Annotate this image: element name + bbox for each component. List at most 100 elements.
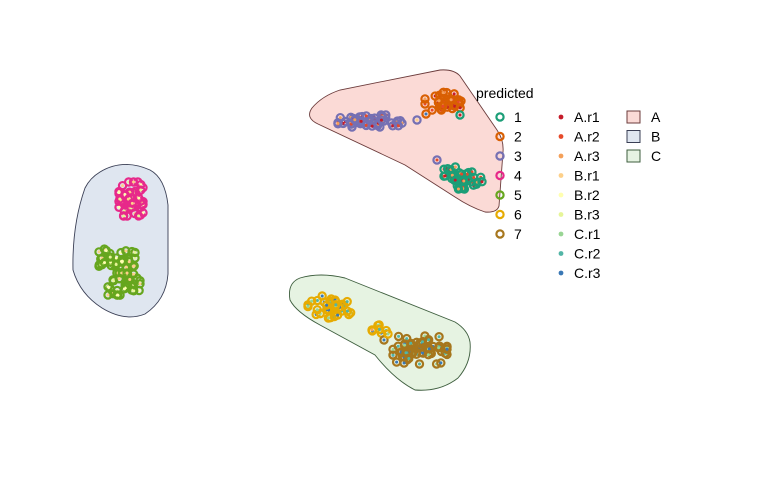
- point-cluster-2: [449, 89, 459, 99]
- point-replicate-A.r1: [452, 92, 456, 96]
- point-cluster-2: [420, 94, 430, 104]
- point-replicate-A.r2: [441, 104, 445, 108]
- point-cluster-7: [404, 353, 414, 364]
- point-replicate-A.r3: [453, 165, 457, 169]
- point-replicate-A.r3: [437, 99, 441, 103]
- point-replicate-B.r3: [139, 188, 143, 192]
- point-replicate: [386, 332, 390, 336]
- point-cluster-7: [424, 344, 435, 354]
- legend-key-cluster-3: [495, 151, 505, 161]
- point-replicate-A.r2: [364, 114, 368, 118]
- point-replicate-B.r2: [103, 261, 107, 265]
- point-replicate-B.r1: [132, 264, 136, 268]
- point-replicate-B.r1: [130, 201, 134, 205]
- point-cluster-1: [469, 172, 479, 183]
- point-replicate-C.r3: [402, 361, 406, 365]
- point-replicate: [424, 112, 428, 116]
- point-replicate-C.r2: [334, 303, 338, 307]
- point-cluster-1: [455, 110, 465, 120]
- point-replicate-C.r3: [325, 303, 329, 307]
- point-replicate-C.r3: [395, 360, 399, 364]
- point-cluster-5: [105, 252, 115, 262]
- point-replicate-B.r2: [116, 293, 120, 297]
- point-cluster-2: [449, 101, 460, 111]
- legend-replicates: A.r1 A.r2 A.r3 B.r1 B.r2 B.r3 C.r1 C.r2 C.r3: [558, 109, 601, 281]
- point-replicate-A.r3: [353, 118, 357, 122]
- legend-label-cluster-6: 6: [514, 207, 522, 223]
- point-replicate-B.r3: [118, 197, 122, 201]
- legend-key-cluster-4: [495, 170, 505, 181]
- point-cluster-3: [376, 110, 386, 120]
- legend-key-replicate-C.r2: [558, 251, 564, 256]
- point-replicate-A.r2: [472, 175, 476, 179]
- point-cluster-1: [453, 184, 464, 194]
- point-replicate-B.r2: [139, 183, 143, 187]
- point-replicate-C.r2: [417, 362, 421, 366]
- point-replicate-B.r1: [128, 278, 132, 282]
- legend-label-group-B: B: [651, 129, 660, 145]
- point-cluster-2: [420, 99, 430, 109]
- legend-label-cluster-4: 4: [514, 168, 522, 184]
- point-replicate-B.r3: [112, 279, 116, 283]
- point-cluster-5: [103, 290, 113, 300]
- point-cluster-5: [116, 247, 126, 258]
- point-cluster-6: [321, 300, 332, 310]
- legend-key-cluster-6: [495, 209, 505, 220]
- point-cluster-7: [393, 331, 404, 342]
- point-replicate-A.r2: [396, 124, 400, 128]
- legend-label-replicate-C.r2: C.r2: [574, 246, 601, 262]
- point-replicate-B.r3: [137, 214, 141, 218]
- point-replicate: [382, 338, 386, 342]
- legend-key-replicate-A.r2: [558, 134, 564, 139]
- point-replicate-A.r3: [449, 98, 453, 102]
- point-replicate-A.r1: [453, 104, 457, 108]
- point-cluster-6: [342, 306, 353, 316]
- point-replicate-C.r2: [409, 341, 413, 345]
- point-cluster-3: [393, 121, 404, 131]
- point-cluster-5: [129, 286, 139, 296]
- point-replicate-B.r1: [124, 249, 128, 253]
- point-replicate-B.r1: [125, 271, 129, 275]
- point-cluster-4: [118, 211, 129, 221]
- point-replicate-A.r2: [430, 108, 434, 112]
- point-replicate-A.r3: [338, 116, 342, 120]
- point-replicate-C.r2: [345, 300, 349, 304]
- point-replicate-B.r2: [122, 287, 126, 291]
- point-cluster-4: [128, 177, 139, 187]
- point-cluster-5: [117, 257, 127, 267]
- legend-key-replicate-B.r2: [558, 192, 564, 198]
- point-replicate-A.r3: [462, 179, 466, 183]
- point-replicate: [458, 113, 462, 117]
- point-cluster-3: [356, 116, 366, 127]
- legend: predicted 1 2 3 4 5 6 7 A.r1 A.r2 A.r3 B.r1 B.r2 B.…: [476, 85, 661, 281]
- point-cluster-6: [332, 310, 343, 320]
- point-replicate-B.r3: [133, 256, 137, 260]
- point-replicate-B.r2: [120, 260, 124, 264]
- legend-key-replicate-C.r3: [558, 270, 564, 276]
- point-replicate-B.r2: [114, 256, 118, 260]
- point-cluster-7: [442, 344, 452, 354]
- point-replicate-B.r1: [117, 277, 121, 281]
- point-replicate-C.r3: [336, 313, 340, 317]
- point-replicate-B.r2: [106, 285, 110, 289]
- legend-key-replicate-B.r3: [558, 212, 564, 217]
- point-replicate-B.r1: [121, 184, 125, 188]
- legend-key-replicate-C.r1: [558, 231, 564, 237]
- point-cluster-3: [338, 118, 348, 129]
- point-cluster-5: [112, 290, 123, 300]
- point-replicate-B.r2: [123, 193, 127, 197]
- legend-key-group-B: [626, 130, 641, 143]
- point-replicate: [370, 328, 374, 332]
- legend-label-replicate-C.r1: C.r1: [574, 226, 601, 242]
- point-cluster-5: [130, 247, 140, 258]
- point-cluster-1: [450, 162, 461, 172]
- point-replicate-A.r1: [379, 118, 383, 122]
- point-replicate-C.r3: [445, 347, 449, 351]
- point-cluster-3: [388, 121, 398, 131]
- point-replicate-C.r3: [320, 294, 324, 298]
- point-replicate-A.r2: [364, 123, 368, 127]
- legend-label-replicate-A.r3: A.r3: [574, 148, 600, 164]
- point-replicate-B.r2: [117, 190, 121, 194]
- point-replicate-A.r1: [453, 178, 457, 182]
- point-cluster-7: [393, 341, 403, 351]
